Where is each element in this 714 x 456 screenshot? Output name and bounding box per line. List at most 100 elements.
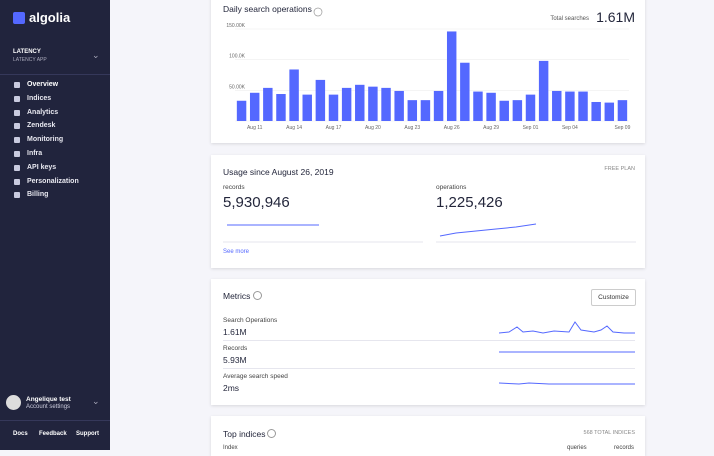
x-tick-label: Aug 29 xyxy=(483,125,499,131)
avatar[interactable] xyxy=(6,395,21,410)
metric-label: Average search speed xyxy=(223,373,288,380)
user-name[interactable]: Angelique test xyxy=(26,396,71,403)
usage-title: Usage since August 26, 2019 xyxy=(223,167,334,177)
nav-icon xyxy=(14,151,20,157)
nav-icon xyxy=(14,95,20,102)
bar xyxy=(236,100,247,121)
bar xyxy=(263,87,273,121)
bar xyxy=(276,94,286,121)
bar xyxy=(460,62,470,121)
bar xyxy=(355,84,365,121)
info-icon[interactable] xyxy=(253,291,262,300)
bar xyxy=(617,100,628,121)
bar xyxy=(604,102,615,121)
total-value: 1.61M xyxy=(596,9,635,25)
nav-icon xyxy=(14,82,20,88)
nav-item[interactable]: Overview xyxy=(27,81,59,88)
x-tick-label: Aug 20 xyxy=(365,125,381,131)
y-tick-label: 150.00K xyxy=(226,23,245,29)
operations-value: 1,225,426 xyxy=(436,194,503,211)
bar xyxy=(591,101,601,121)
x-tick-label: Aug 14 xyxy=(286,125,302,131)
app-label: LATENCY xyxy=(13,49,41,55)
divider xyxy=(223,368,635,369)
app-name[interactable]: LATENCY APP xyxy=(13,57,47,63)
chart: Daily search operations Total searches 1… xyxy=(223,4,635,131)
x-tick-label: Aug 17 xyxy=(326,125,342,131)
nav-icon xyxy=(14,192,20,199)
user-sub[interactable]: Account settings xyxy=(26,404,71,410)
bar xyxy=(407,100,418,121)
sparkline xyxy=(499,382,635,385)
chevron[interactable]: ⌄ xyxy=(92,50,100,60)
divider xyxy=(0,420,110,421)
bar xyxy=(473,91,483,121)
chart-title: Daily search operations xyxy=(223,4,312,14)
sparkline xyxy=(223,224,423,243)
bar xyxy=(499,100,509,121)
usage-card: Usage since August 26, 2019 FREE PLAN re… xyxy=(211,155,645,268)
bar xyxy=(538,60,549,121)
footer-link[interactable]: Feedback xyxy=(39,431,67,437)
operations-label: operations xyxy=(436,184,467,191)
x-tick-label: Aug 26 xyxy=(444,125,460,131)
top-indices-card: Top indices 568 TOTAL INDICES Index quer… xyxy=(211,416,645,456)
x-tick-label: Sep 01 xyxy=(523,125,539,131)
metric-value: 5.93M xyxy=(223,355,247,365)
bar xyxy=(328,94,339,121)
info-icon[interactable] xyxy=(313,7,323,17)
x-tick-label: Aug 11 xyxy=(247,125,263,131)
bar xyxy=(578,91,588,121)
nav-item[interactable]: Monitoring xyxy=(27,136,64,144)
x-tick-label: Sep 04 xyxy=(562,125,578,131)
sparkline xyxy=(499,351,635,353)
divider xyxy=(0,74,110,75)
nav-icon xyxy=(14,178,20,185)
total-indices: 568 TOTAL INDICES xyxy=(583,430,635,436)
bar xyxy=(512,100,523,121)
footer-link[interactable]: Support xyxy=(76,431,99,437)
bar xyxy=(525,94,536,121)
bar xyxy=(565,91,575,121)
metric-label: Records xyxy=(223,345,248,352)
total-label: Total searches xyxy=(550,16,589,22)
bar xyxy=(552,90,562,121)
x-tick-label: Aug 23 xyxy=(404,125,420,131)
nav-item[interactable]: Zendesk xyxy=(27,122,56,130)
brand: algolia xyxy=(29,10,71,25)
nav-icon xyxy=(14,164,20,171)
metrics-title: Metrics xyxy=(223,291,251,301)
logo-icon xyxy=(13,12,25,24)
nav-item[interactable]: API keys xyxy=(27,163,57,171)
chevron[interactable]: ⌄ xyxy=(92,396,100,406)
info-icon[interactable] xyxy=(267,429,276,438)
bar xyxy=(446,31,457,121)
metric-value: 2ms xyxy=(223,383,240,393)
nav-icon xyxy=(14,123,20,130)
bar xyxy=(289,69,299,121)
nav-item[interactable]: Infra xyxy=(27,150,43,157)
bar xyxy=(486,92,496,121)
top-indices-title: Top indices xyxy=(223,429,266,439)
nav-item[interactable]: Personalization xyxy=(27,177,79,185)
see-more[interactable]: See more xyxy=(223,249,250,255)
y-tick-label: 100.0K xyxy=(229,54,246,60)
sparkline xyxy=(436,223,636,243)
metric-value: 1.61M xyxy=(223,327,247,337)
column-header: records xyxy=(614,445,635,451)
nav-icon xyxy=(14,109,20,116)
nav-item[interactable]: Indices xyxy=(27,94,52,102)
nav-item[interactable]: Analytics xyxy=(27,108,59,116)
bar xyxy=(315,79,326,121)
sparkline xyxy=(499,321,635,334)
metric-label: Search Operations xyxy=(223,317,278,324)
nav-icon xyxy=(14,137,20,144)
footer-link[interactable]: Docs xyxy=(13,431,28,437)
column-header: Index xyxy=(223,445,238,451)
sidebar: algolia LATENCY LATENCY APP ⌄ Overview In… xyxy=(0,0,110,450)
column-header: queries xyxy=(567,445,587,451)
customize-button[interactable]: Customize xyxy=(591,289,636,306)
plan: FREE PLAN xyxy=(604,166,635,172)
nav-item[interactable]: Billing xyxy=(27,191,49,199)
